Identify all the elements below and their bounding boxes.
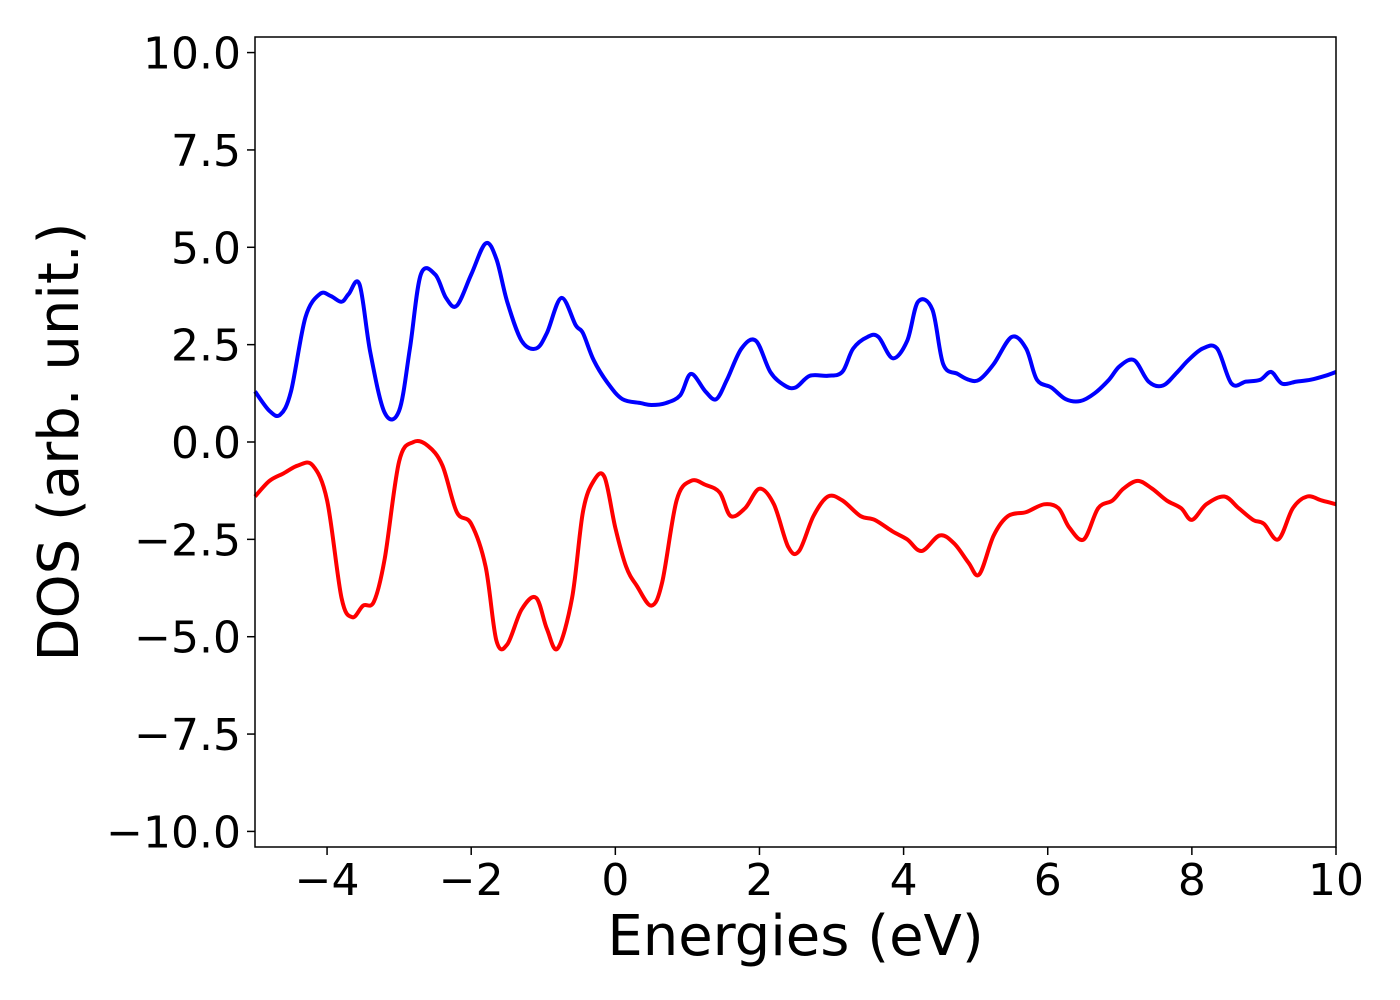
series-line-2 bbox=[253, 438, 1337, 652]
x-tick-label: −4 bbox=[295, 855, 360, 906]
y-tick-label: 7.5 bbox=[171, 126, 241, 177]
x-tick-label: 4 bbox=[890, 855, 918, 906]
series-line-1 bbox=[253, 241, 1337, 422]
x-tick-label: −2 bbox=[439, 855, 504, 906]
x-axis-ticks: −4 −2 0 2 4 6 8 10 bbox=[295, 847, 1364, 906]
y-tick-label: −10.0 bbox=[106, 807, 241, 858]
y-axis-ticks: −10.0 −7.5 −5.0 −2.5 0.0 2.5 5.0 7.5 10.0 bbox=[106, 29, 255, 858]
x-tick-label: 0 bbox=[601, 855, 629, 906]
series-layer bbox=[253, 241, 1337, 652]
y-tick-label: 5.0 bbox=[171, 223, 241, 274]
x-tick-label: 6 bbox=[1034, 855, 1062, 906]
y-tick-label: 0.0 bbox=[171, 418, 241, 469]
x-tick-label: 2 bbox=[745, 855, 773, 906]
x-tick-label: 10 bbox=[1308, 855, 1364, 906]
x-axis-label: Energies (eV) bbox=[607, 904, 983, 969]
x-tick-label: 8 bbox=[1178, 855, 1206, 906]
y-tick-label: −7.5 bbox=[134, 710, 241, 761]
y-tick-label: 2.5 bbox=[171, 321, 241, 372]
y-axis-label: DOS (arb. unit.) bbox=[27, 222, 92, 661]
y-tick-label: −2.5 bbox=[134, 515, 241, 566]
y-tick-label: −5.0 bbox=[134, 613, 241, 664]
y-tick-label: 10.0 bbox=[143, 29, 241, 80]
